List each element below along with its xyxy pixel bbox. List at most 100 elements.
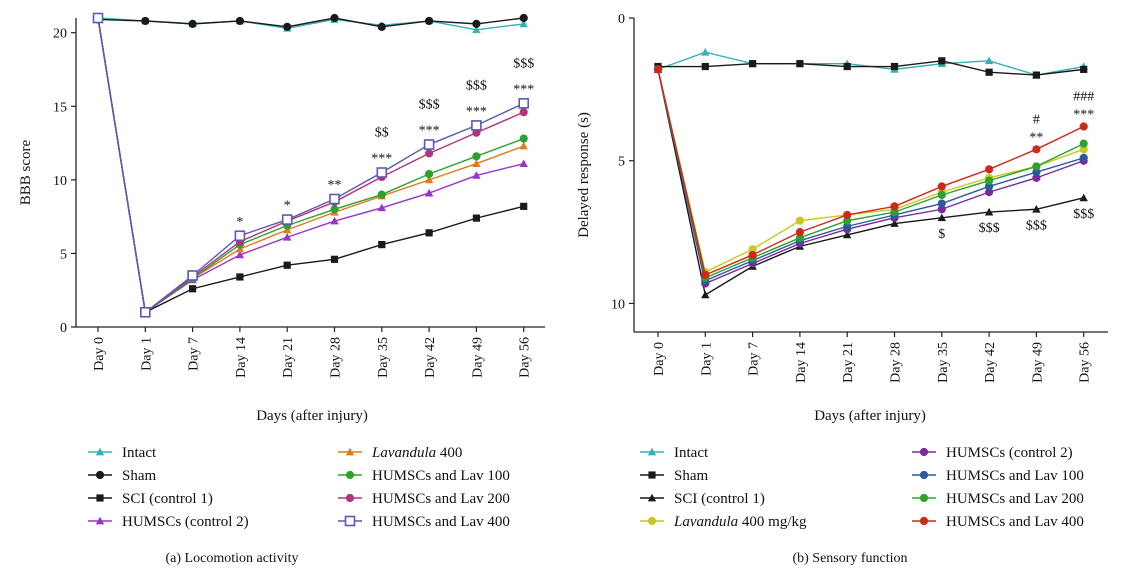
x-tick-label: Day 49 <box>1030 342 1045 383</box>
y-tick-label: 10 <box>611 297 625 312</box>
x-tick-label: Day 28 <box>889 342 904 383</box>
x-tick-label: Day 56 <box>518 337 533 378</box>
series-sham <box>654 57 1088 79</box>
x-axis-title: Days (after injury) <box>256 408 368 424</box>
significance-marker: $$$ <box>513 56 534 71</box>
legend-label-rest: SCI (control 1) <box>674 491 765 507</box>
significance-marker: $$$ <box>466 78 487 93</box>
data-point-sham <box>1032 71 1040 79</box>
data-point-sham <box>796 60 804 68</box>
data-point-humscs-and-lav-400 <box>843 210 852 220</box>
data-point-sci-control-1 <box>843 230 852 239</box>
data-point-intact <box>519 19 528 28</box>
y-tick-label: 0 <box>60 321 67 336</box>
x-tick-label: Day 35 <box>376 337 391 378</box>
data-point-humscs-control-2 <box>424 188 434 197</box>
x-tick-label: Day 0 <box>92 337 107 371</box>
data-point-humscs-and-lav-400 <box>890 202 899 211</box>
series-line-sci-control-1 <box>657 69 1084 296</box>
series-line-intact <box>97 17 524 31</box>
significance-marker: ** <box>1029 130 1043 145</box>
data-point-humscs-and-lav-400 <box>187 270 198 281</box>
x-tick-label: Day 7 <box>187 337 202 371</box>
panel-b-sensory: 0 5 10 Day 0 Day 1 Day 7 Day 14 Day 21 Day 28 Day… <box>576 12 1108 566</box>
x-axis-title: Days (after injury) <box>814 408 926 424</box>
significance-marker-below: $ <box>938 227 945 242</box>
data-point-intact <box>701 48 710 56</box>
series-line-humscs-and-lav-400 <box>97 17 524 314</box>
series-line-humscs-and-lav-100 <box>97 17 524 314</box>
data-point-humscs-and-lav-100 <box>377 190 386 199</box>
series-humscs-and-lav-400 <box>653 65 1088 280</box>
legend-swatch-marker <box>345 447 355 456</box>
legend-swatch-marker <box>647 516 657 526</box>
legend-swatch-marker <box>648 471 656 479</box>
data-point-humscs-and-lav-200 <box>985 176 994 185</box>
significance-marker: $$$ <box>419 98 440 113</box>
legend-label: HUMSCs and Lav 200 <box>372 491 510 507</box>
series-lavandula-400 <box>93 13 528 316</box>
legend-label-rest: HUMSCs and Lav 200 <box>372 491 510 507</box>
series-humscs-and-lav-200 <box>653 65 1088 282</box>
significance-marker-below: $$$ <box>1026 218 1047 233</box>
significance-marker: ### <box>1073 89 1094 104</box>
data-point-lavandula-400 <box>519 141 528 150</box>
y-axis-title: Delayed response (s) <box>576 112 592 238</box>
data-point-sham <box>330 13 339 23</box>
series-line-humscs-control-2 <box>97 17 524 314</box>
data-point-lavandula-400-mg-kg <box>795 216 805 225</box>
legend-label: HUMSCs and Lav 100 <box>372 468 510 484</box>
data-point-humscs-and-lav-100 <box>425 169 434 179</box>
data-point-sham <box>283 22 292 31</box>
legend-swatch-marker <box>919 493 929 503</box>
significance-marker: * <box>284 199 291 214</box>
data-point-lavandula-400 <box>424 175 434 184</box>
data-point-humscs-and-lav-200 <box>519 108 528 117</box>
legend-swatch-marker <box>919 470 929 480</box>
data-point-humscs-and-lav-400 <box>92 12 104 24</box>
data-point-humscs-and-lav-400 <box>985 165 994 174</box>
legend-swatch-marker <box>345 470 355 480</box>
legend-label: HUMSCs and Lav 200 <box>946 491 1084 507</box>
series-humscs-and-lav-100 <box>93 13 528 317</box>
series-line-humscs-and-lav-400 <box>657 69 1085 276</box>
data-point-sci-control-1 <box>425 229 433 237</box>
legend-label-rest: 400 <box>436 445 462 461</box>
series-sci-control-1 <box>94 14 528 316</box>
data-point-humscs-control-2 <box>519 159 528 168</box>
significance-marker-below: $$$ <box>1073 207 1094 222</box>
x-tick-label: Day 42 <box>423 337 438 378</box>
data-point-humscs-control-2 <box>283 233 292 241</box>
series-humscs-control-2 <box>93 13 528 316</box>
data-point-sham <box>843 62 851 71</box>
data-point-humscs-control-2 <box>377 203 386 212</box>
panel-caption: (b) Sensory function <box>792 551 907 566</box>
x-tick-label: Day 7 <box>747 342 762 376</box>
x-tick-label: Day 21 <box>281 337 296 378</box>
data-point-humscs-control-2 <box>330 216 339 225</box>
data-point-sci-control-1 <box>1032 205 1041 213</box>
series-line-humscs-and-lav-100 <box>657 69 1084 282</box>
data-point-sham <box>472 19 481 28</box>
data-point-sham <box>985 68 993 76</box>
legend-label-rest: HUMSCs and Lav 100 <box>372 468 510 484</box>
legend-swatch-marker <box>919 516 929 526</box>
x-tick-label: Day 35 <box>936 342 951 383</box>
data-point-sci-control-1 <box>189 285 197 293</box>
legend-label: SCI (control 1) <box>122 491 213 507</box>
significance-marker: *** <box>1073 107 1094 122</box>
x-tick-label: Day 49 <box>470 337 485 378</box>
significance-marker: ** <box>328 178 342 193</box>
legend-label-rest: HUMSCs and Lav 400 <box>372 514 510 530</box>
x-tick-label: Day 1 <box>699 342 714 376</box>
significance-marker: $$ <box>375 126 389 141</box>
series-line-lavandula-400-mg-kg <box>657 69 1084 274</box>
legend-swatch-marker <box>647 493 657 502</box>
data-point-humscs-and-lav-200 <box>1032 162 1041 171</box>
data-point-sci-control-1 <box>890 219 899 227</box>
data-point-humscs-and-lav-200 <box>1079 139 1088 148</box>
data-point-sham <box>425 16 434 26</box>
data-point-humscs-and-lav-100 <box>937 199 946 208</box>
series-line-humscs-and-lav-200 <box>657 69 1085 279</box>
x-tick-label: Day 1 <box>139 337 154 371</box>
